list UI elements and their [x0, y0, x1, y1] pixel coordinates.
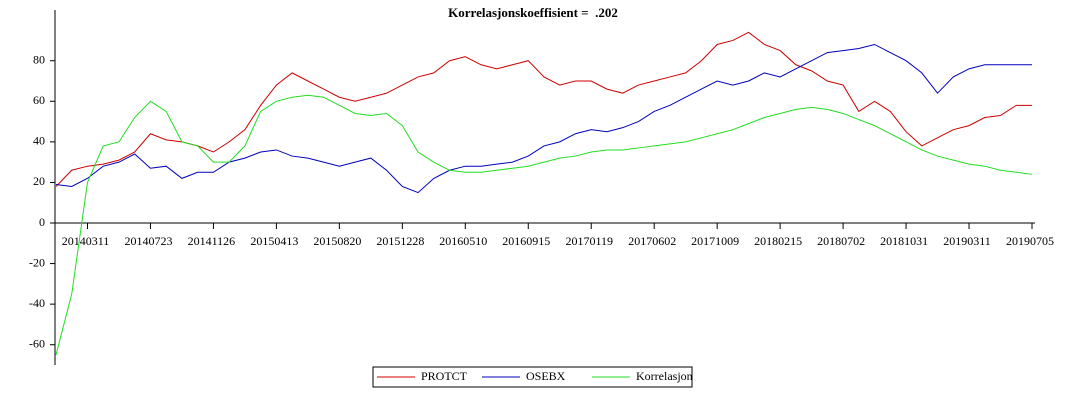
y-tick-label: 80 [33, 52, 45, 66]
legend-label: OSEBX [526, 369, 566, 383]
x-tick-label: 20151228 [376, 234, 424, 248]
y-tick-label: -60 [29, 336, 45, 350]
y-tick-label: -20 [29, 255, 45, 269]
x-tick-label: 20171009 [691, 234, 739, 248]
y-tick-label: 40 [33, 134, 45, 148]
legend-label: Korrelasjon [636, 369, 693, 383]
y-tick-label: 0 [39, 215, 45, 229]
x-tick-label: 20190705 [1006, 234, 1054, 248]
x-tick-label: 20170602 [628, 234, 676, 248]
x-tick-label: 20140723 [124, 234, 172, 248]
series-line [55, 43, 1032, 194]
x-tick-label: 20181031 [880, 234, 928, 248]
series-line [55, 31, 1032, 187]
series-line [55, 94, 1033, 355]
x-tick-label: 20180215 [754, 234, 802, 248]
y-tick-label: 20 [33, 174, 45, 188]
x-tick-label: 20140311 [62, 234, 110, 248]
x-tick-label: 20150820 [313, 234, 361, 248]
y-tick-label: -40 [29, 296, 45, 310]
x-tick-label: 20141126 [188, 234, 236, 248]
x-tick-label: 20160915 [502, 234, 550, 248]
chart-title: Korrelasjonskoeffisient = .202 [448, 5, 618, 20]
x-tick-label: 20180702 [817, 234, 865, 248]
x-tick-label: 20150413 [250, 234, 298, 248]
y-tick-label: 60 [33, 93, 45, 107]
x-tick-label: 20170119 [565, 234, 613, 248]
legend-label: PROTCT [421, 369, 468, 383]
x-tick-label: 20190311 [943, 234, 991, 248]
x-tick-label: 20160510 [439, 234, 487, 248]
legend-box [372, 366, 693, 388]
